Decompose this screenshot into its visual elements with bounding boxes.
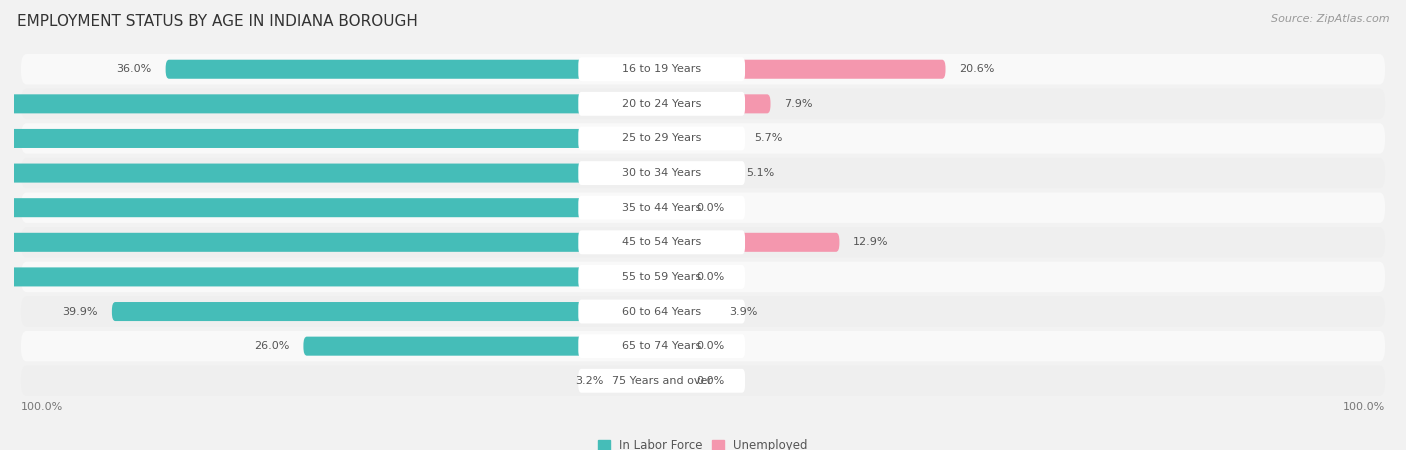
Text: 0.0%: 0.0% [696,272,724,282]
Legend: In Labor Force, Unemployed: In Labor Force, Unemployed [593,434,813,450]
FancyBboxPatch shape [578,300,745,324]
Text: 45 to 54 Years: 45 to 54 Years [621,237,702,248]
FancyBboxPatch shape [21,89,1385,119]
Text: 100.0%: 100.0% [21,402,63,412]
Text: 7.9%: 7.9% [785,99,813,109]
Text: 12.9%: 12.9% [853,237,889,248]
FancyBboxPatch shape [662,267,682,287]
FancyBboxPatch shape [662,129,740,148]
Text: 55 to 59 Years: 55 to 59 Years [621,272,702,282]
Text: 36.0%: 36.0% [117,64,152,74]
FancyBboxPatch shape [21,365,1385,396]
Text: 60 to 64 Years: 60 to 64 Years [621,306,702,316]
FancyBboxPatch shape [662,371,682,390]
FancyBboxPatch shape [662,233,839,252]
FancyBboxPatch shape [662,198,682,217]
Text: 0.0%: 0.0% [696,341,724,351]
FancyBboxPatch shape [21,54,1385,85]
Text: 26.0%: 26.0% [254,341,290,351]
Text: 3.2%: 3.2% [575,376,603,386]
FancyBboxPatch shape [578,126,745,150]
FancyBboxPatch shape [578,161,745,185]
FancyBboxPatch shape [0,198,662,217]
Text: 20 to 24 Years: 20 to 24 Years [621,99,702,109]
Text: 35 to 44 Years: 35 to 44 Years [621,202,702,213]
FancyBboxPatch shape [166,60,662,79]
FancyBboxPatch shape [662,163,733,183]
Text: 0.0%: 0.0% [696,376,724,386]
FancyBboxPatch shape [0,233,662,252]
FancyBboxPatch shape [578,334,745,358]
Text: 5.7%: 5.7% [754,134,782,144]
Text: 100.0%: 100.0% [1343,402,1385,412]
Text: 30 to 34 Years: 30 to 34 Years [621,168,702,178]
FancyBboxPatch shape [0,267,662,287]
FancyBboxPatch shape [21,296,1385,327]
Text: 75 Years and over: 75 Years and over [612,376,711,386]
FancyBboxPatch shape [662,60,945,79]
Text: 65 to 74 Years: 65 to 74 Years [621,341,702,351]
FancyBboxPatch shape [304,337,662,356]
FancyBboxPatch shape [578,230,745,254]
FancyBboxPatch shape [21,193,1385,223]
FancyBboxPatch shape [662,302,716,321]
FancyBboxPatch shape [0,163,662,183]
FancyBboxPatch shape [21,123,1385,154]
FancyBboxPatch shape [578,92,745,116]
FancyBboxPatch shape [21,158,1385,188]
FancyBboxPatch shape [0,94,662,113]
Text: 25 to 29 Years: 25 to 29 Years [621,134,702,144]
Text: 0.0%: 0.0% [696,202,724,213]
Text: EMPLOYMENT STATUS BY AGE IN INDIANA BOROUGH: EMPLOYMENT STATUS BY AGE IN INDIANA BORO… [17,14,418,28]
FancyBboxPatch shape [578,265,745,289]
Text: 39.9%: 39.9% [63,306,98,316]
FancyBboxPatch shape [662,94,770,113]
FancyBboxPatch shape [21,262,1385,292]
Text: 20.6%: 20.6% [959,64,994,74]
FancyBboxPatch shape [662,337,682,356]
FancyBboxPatch shape [617,371,662,390]
FancyBboxPatch shape [578,57,745,81]
Text: 16 to 19 Years: 16 to 19 Years [621,64,702,74]
FancyBboxPatch shape [578,369,745,393]
FancyBboxPatch shape [21,227,1385,257]
Text: 3.9%: 3.9% [730,306,758,316]
FancyBboxPatch shape [578,196,745,220]
FancyBboxPatch shape [21,331,1385,361]
Text: Source: ZipAtlas.com: Source: ZipAtlas.com [1271,14,1389,23]
FancyBboxPatch shape [0,129,662,148]
Text: 5.1%: 5.1% [745,168,773,178]
FancyBboxPatch shape [112,302,662,321]
